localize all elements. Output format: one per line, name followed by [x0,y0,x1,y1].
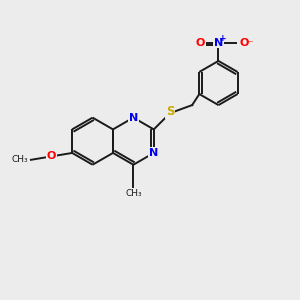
Text: O: O [196,38,205,48]
Text: ⁻: ⁻ [247,39,253,49]
Text: +: + [219,34,227,43]
Text: S: S [166,105,174,118]
Text: N: N [149,148,158,158]
Text: N: N [129,112,138,123]
Text: O: O [46,152,56,161]
Text: CH₃: CH₃ [11,155,28,164]
Text: O: O [240,38,249,48]
Text: CH₃: CH₃ [125,189,142,198]
Text: N: N [214,38,223,48]
